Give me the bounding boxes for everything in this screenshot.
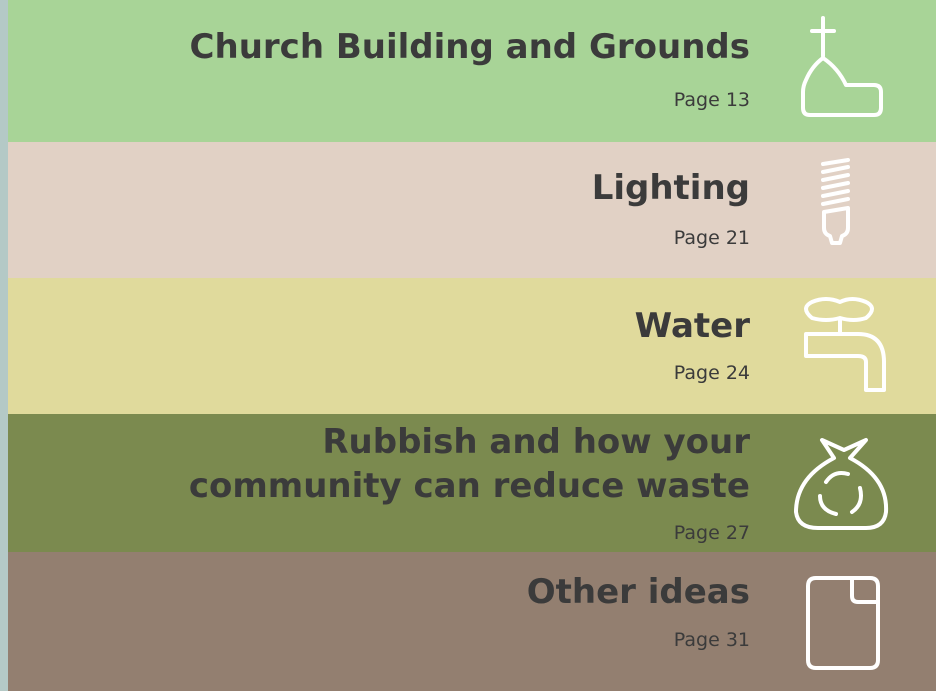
section-title: Other ideas [526,572,750,612]
section-title: Rubbish and how your [322,422,750,462]
section-band [8,0,936,142]
section-title: community can reduce waste [188,466,750,506]
church-icon [801,16,883,117]
page-number: Page 21 [673,227,750,249]
section-title: Church Building and Grounds [189,27,750,67]
section-band [8,142,936,278]
bulb-icon [821,158,850,245]
document-icon [806,576,880,670]
page-number: Page 31 [673,629,750,651]
page-number: Page 13 [673,89,750,111]
section-band [8,552,936,691]
section-title: Water [634,306,750,346]
rubbish-icon [794,438,889,530]
tap-icon [804,297,886,392]
section-title: Lighting [591,168,750,208]
section-band [8,414,936,552]
page-number: Page 24 [673,362,750,384]
page-number: Page 27 [673,522,750,544]
section-band [8,278,936,414]
